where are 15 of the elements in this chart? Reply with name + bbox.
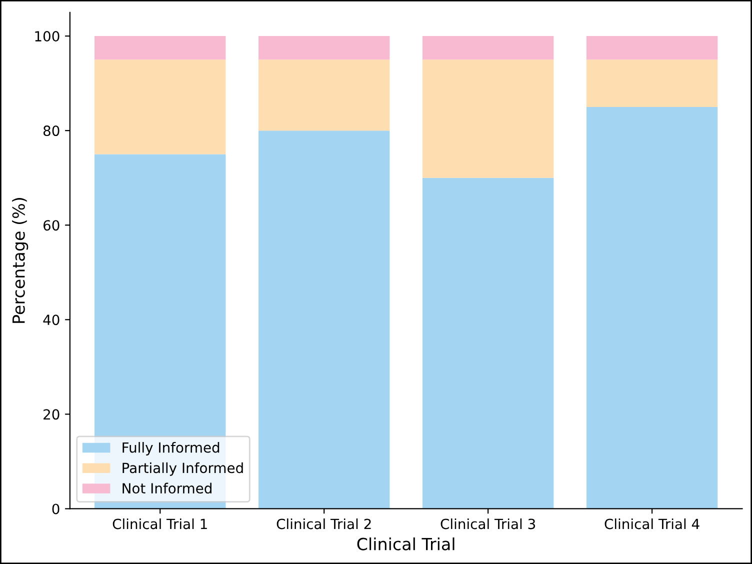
legend-label: Partially Informed bbox=[122, 462, 243, 476]
y-axis-title: Percentage (%) bbox=[12, 198, 28, 323]
x-axis-title: Clinical Trial bbox=[357, 537, 454, 550]
y-tick-label: 0 bbox=[52, 504, 60, 514]
y-tick-label: 40 bbox=[43, 314, 60, 326]
x-tick-label: Clinical Trial 2 bbox=[276, 518, 371, 530]
y-tick-label: 60 bbox=[44, 220, 60, 231]
y-tick-label: 100 bbox=[35, 31, 60, 42]
y-tick-label: 20 bbox=[44, 409, 60, 420]
y-tick-label: 80 bbox=[43, 126, 60, 136]
x-tick-label: Clinical Trial 1 bbox=[112, 518, 207, 530]
x-tick-label: Clinical Trial 3 bbox=[440, 518, 536, 530]
legend-label: Not Informed bbox=[122, 482, 212, 494]
x-tick-label: Clinical Trial 4 bbox=[604, 518, 700, 530]
legend-label: Fully Informed bbox=[122, 442, 220, 456]
